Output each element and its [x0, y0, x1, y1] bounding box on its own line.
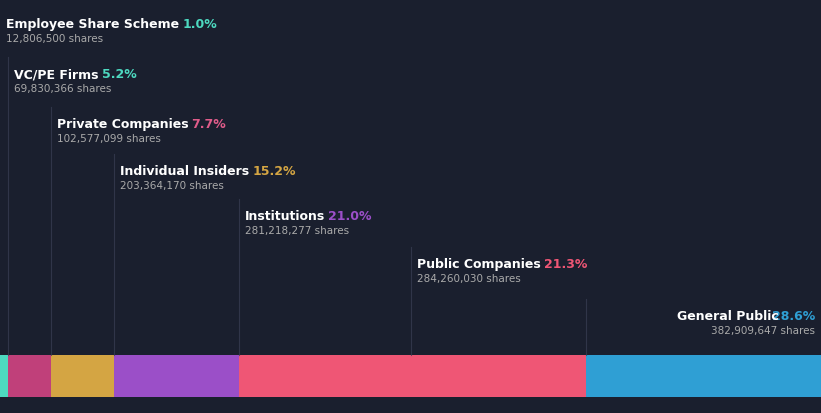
Bar [586, 355, 821, 397]
Text: 15.2%: 15.2% [252, 165, 296, 178]
Text: 1.0%: 1.0% [182, 18, 217, 31]
Text: 284,260,030 shares: 284,260,030 shares [417, 273, 521, 283]
Bar [51, 355, 114, 397]
Text: 203,364,170 shares: 203,364,170 shares [120, 180, 224, 190]
Text: VC/PE Firms: VC/PE Firms [14, 68, 99, 81]
Text: 12,806,500 shares: 12,806,500 shares [6, 34, 103, 44]
Bar [114, 355, 239, 397]
Text: General Public: General Public [677, 309, 783, 322]
Bar [0, 355, 8, 397]
Bar [8, 355, 51, 397]
Text: Employee Share Scheme: Employee Share Scheme [6, 18, 179, 31]
Text: Public Companies: Public Companies [417, 257, 541, 271]
Bar [239, 355, 411, 397]
Text: Private Companies: Private Companies [57, 118, 189, 131]
Text: Institutions: Institutions [245, 209, 325, 223]
Text: 102,577,099 shares: 102,577,099 shares [57, 134, 161, 144]
Bar [411, 355, 586, 397]
Text: 7.7%: 7.7% [191, 118, 227, 131]
Text: 5.2%: 5.2% [102, 68, 136, 81]
Text: 382,909,647 shares: 382,909,647 shares [711, 325, 815, 335]
Text: 28.6%: 28.6% [772, 309, 815, 322]
Text: 21.0%: 21.0% [328, 209, 372, 223]
Text: 281,218,277 shares: 281,218,277 shares [245, 225, 349, 235]
Text: 21.3%: 21.3% [544, 257, 588, 271]
Text: 69,830,366 shares: 69,830,366 shares [14, 84, 112, 94]
Text: Individual Insiders: Individual Insiders [120, 165, 250, 178]
